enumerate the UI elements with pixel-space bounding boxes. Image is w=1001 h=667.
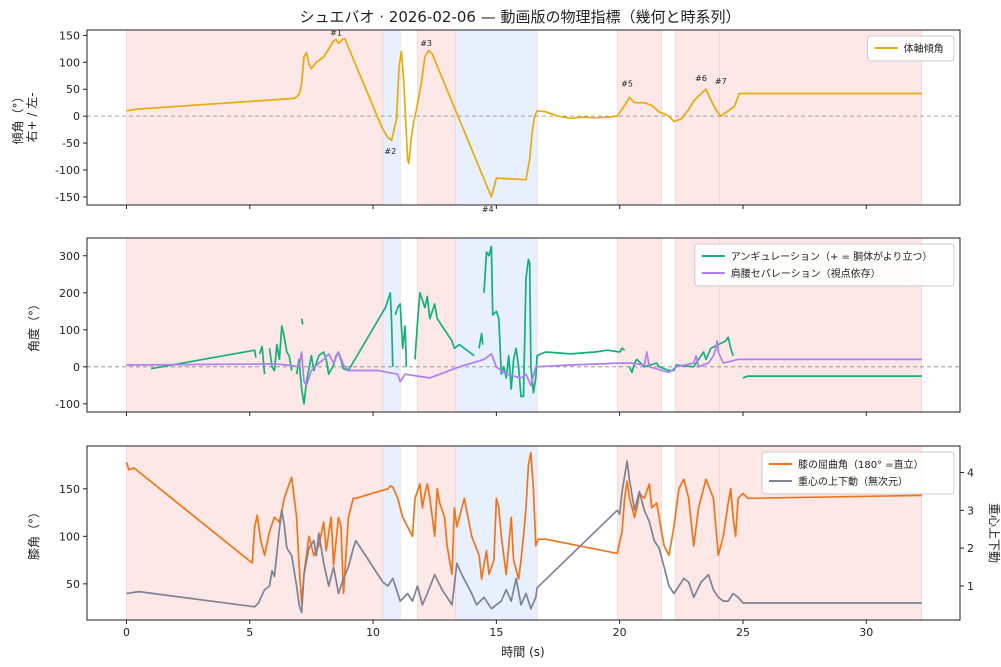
y-axis-label: 角度（°） (26, 298, 41, 352)
chart-title: シュエバオ · 2026-02-06 — 動画版の物理指標（幾何と時系列） (299, 8, 740, 26)
y-tick-label: 50 (66, 578, 80, 591)
series-line-angulation (628, 336, 734, 374)
legend-label: アンギュレーション（+ = 胴体がより立つ） (731, 250, 933, 263)
y2-tick-label: 1 (967, 580, 974, 593)
y-tick-label: 150 (59, 483, 80, 496)
phase-band (616, 238, 662, 412)
annotation: #7 (715, 77, 727, 86)
y-tick-label: 100 (59, 56, 80, 69)
series-line-angulation (268, 325, 293, 372)
series-line-knee (125, 451, 922, 604)
y-tick-label: 100 (59, 530, 80, 543)
phase-band (382, 30, 401, 205)
panel-2: -100 0 100 200 300 角度（°） アンギュレーション（+ = 胴体がより立つ… (26, 237, 961, 416)
y-tick-label: -100 (55, 164, 80, 177)
series-line-angulation (300, 318, 304, 325)
y-tick-label: 0 (73, 110, 80, 123)
series-lines (125, 451, 922, 614)
series-lines (126, 37, 922, 198)
annotation: #5 (621, 80, 633, 89)
series-line-angulation (295, 291, 394, 405)
x-axis-label: 時間 (s) (501, 645, 544, 659)
legend-label: 肩腰セパレーション（視点依存） (731, 267, 881, 280)
y-axis-label: 傾角（°） (11, 90, 25, 144)
legend-box (694, 243, 955, 287)
panel-1: -150 -100 -50 0 50 100 150 傾角（°） 右+ / 左- #1 #2 #3 #4… (11, 28, 961, 214)
plot-frame (86, 237, 961, 413)
annotation: #4 (482, 205, 494, 214)
series-line-com (126, 460, 922, 614)
x-tick-label: 5 (246, 626, 253, 639)
legend-label: 膝の屈曲角（180° =直立） (798, 458, 924, 471)
y-axis-label: 右+ / 左- (24, 92, 39, 142)
legend-box (761, 451, 955, 495)
annotation: #2 (384, 147, 396, 156)
phase-band (126, 238, 384, 412)
y2-tick-label: 4 (967, 466, 974, 479)
series-line-angulation (150, 349, 257, 370)
phase-bands (126, 238, 923, 412)
y-tick-label: -150 (55, 191, 80, 204)
y-axis-label: 膝角（°） (27, 506, 41, 560)
series-line-angulation (483, 245, 626, 398)
panel-3: 0 5 10 15 20 25 30 50 100 150 1 2 3 4 膝角（°） 重心上下動 膝の屈曲角（… (27, 445, 1001, 639)
y-tick-label: 50 (66, 83, 80, 96)
phase-band (126, 30, 384, 205)
phase-band (616, 30, 662, 205)
phase-band (674, 446, 720, 620)
series-line-tilt (126, 37, 922, 198)
series-line-angulation (742, 375, 922, 379)
y2-tick-label: 3 (967, 504, 974, 517)
phase-band (455, 30, 538, 205)
x-tick-label: 25 (736, 626, 750, 639)
phase-band (455, 446, 538, 620)
x-tick-label: 10 (366, 626, 380, 639)
x-tick-label: 30 (859, 626, 873, 639)
series-line-angulation (478, 332, 484, 349)
annotation: #6 (695, 74, 707, 83)
series-line-angulation (414, 291, 475, 360)
plot-frame (86, 29, 961, 206)
phase-band (417, 446, 456, 620)
y-tick-label: -100 (55, 398, 80, 411)
y-tick-label: 100 (59, 324, 80, 337)
legend: 体軸傾角 (867, 35, 955, 62)
plot-frame (86, 445, 961, 621)
phase-band (417, 238, 456, 412)
x-tick-label: 0 (123, 626, 130, 639)
y-tick-label: 300 (59, 250, 80, 263)
x-tick-label: 20 (613, 626, 627, 639)
y-tick-label: 0 (73, 361, 80, 374)
y-tick-label: 150 (59, 29, 80, 42)
series-line-separation (126, 340, 922, 387)
x-tick-label: 15 (489, 626, 503, 639)
y2-axis-label: 重心上下動 (987, 503, 1001, 563)
series-line-angulation (258, 345, 266, 375)
legend: アンギュレーション（+ = 胴体がより立つ） 肩腰セパレーション（視点依存） (694, 243, 955, 287)
y-tick-label: -50 (62, 137, 80, 150)
legend-box (867, 35, 955, 62)
phase-band (616, 446, 662, 620)
series-lines (126, 245, 922, 405)
series-line-angulation (394, 303, 408, 367)
y-tick-label: 200 (59, 287, 80, 300)
annotation: #1 (330, 28, 342, 37)
legend: 膝の屈曲角（180° =直立） 重心の上下動（無次元） (761, 451, 955, 495)
legend-label: 体軸傾角 (904, 42, 944, 55)
legend-label: 重心の上下動（無次元） (798, 475, 908, 488)
y2-tick-label: 2 (967, 542, 974, 555)
annotation: #3 (420, 39, 432, 48)
phase-band (417, 30, 456, 205)
